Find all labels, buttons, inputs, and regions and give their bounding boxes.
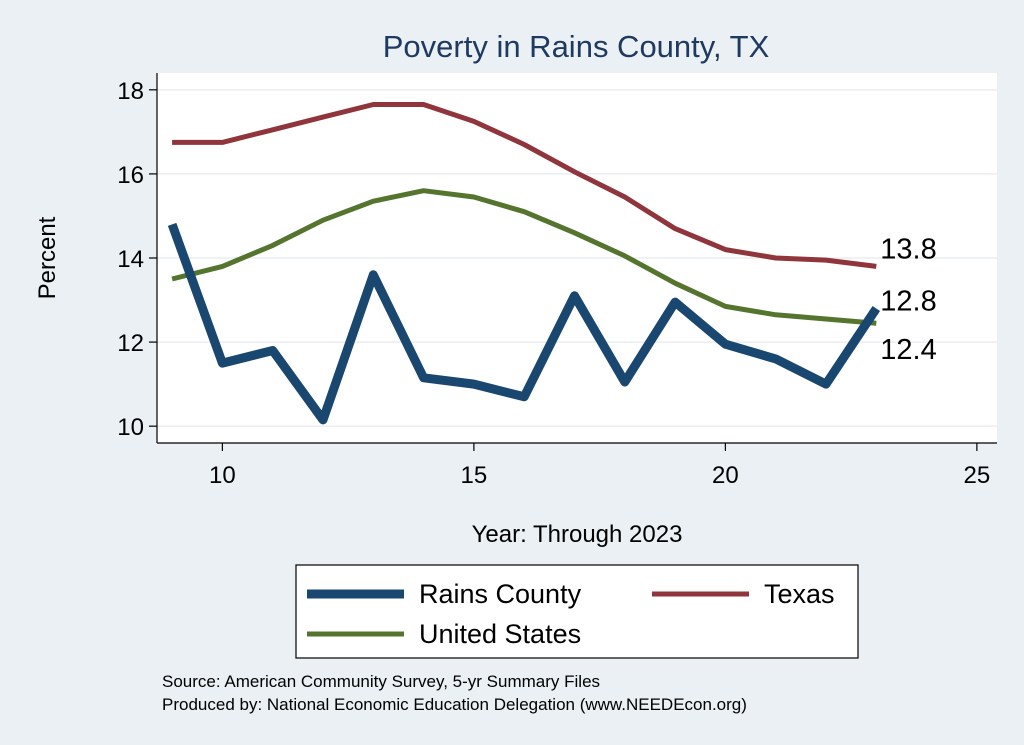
producer-note: Produced by: National Economic Education… bbox=[162, 695, 747, 714]
y-axis-title: Percent bbox=[34, 216, 61, 299]
series-lines bbox=[167, 102, 881, 425]
legend: Rains County Texas United States bbox=[295, 564, 859, 659]
legend-label-united-states: United States bbox=[419, 619, 581, 649]
y-tick-label-0: 10 bbox=[117, 414, 144, 441]
end-labels: 13.8 12.8 12.4 bbox=[880, 233, 936, 366]
source-note: Source: American Community Survey, 5-yr … bbox=[162, 672, 600, 691]
series-line-rains-county bbox=[167, 222, 881, 425]
x-axis-title: Year: Through 2023 bbox=[472, 521, 683, 548]
y-tick-label-4: 18 bbox=[117, 78, 144, 105]
legend-label-texas: Texas bbox=[764, 579, 835, 609]
axes: 10 12 14 16 18 10 15 20 25 bbox=[117, 73, 997, 489]
x-tick-label-3: 25 bbox=[964, 462, 991, 489]
y-tick-label-1: 12 bbox=[117, 330, 144, 357]
series-line-united-states bbox=[171, 188, 877, 326]
x-tick-label-1: 15 bbox=[461, 462, 488, 489]
legend-label-rains-county: Rains County bbox=[419, 579, 582, 609]
series-line-texas bbox=[172, 102, 877, 269]
legend-box bbox=[295, 564, 859, 659]
x-tick-label-0: 10 bbox=[209, 462, 236, 489]
y-tick-label-3: 16 bbox=[117, 162, 144, 189]
y-tick-label-2: 14 bbox=[117, 246, 144, 273]
x-tick-label-2: 20 bbox=[712, 462, 739, 489]
chart-title: Poverty in Rains County, TX bbox=[383, 29, 770, 64]
end-label-rains-county: 12.8 bbox=[880, 285, 936, 317]
end-label-united-states: 12.4 bbox=[880, 334, 936, 366]
end-label-texas: 13.8 bbox=[880, 233, 936, 265]
